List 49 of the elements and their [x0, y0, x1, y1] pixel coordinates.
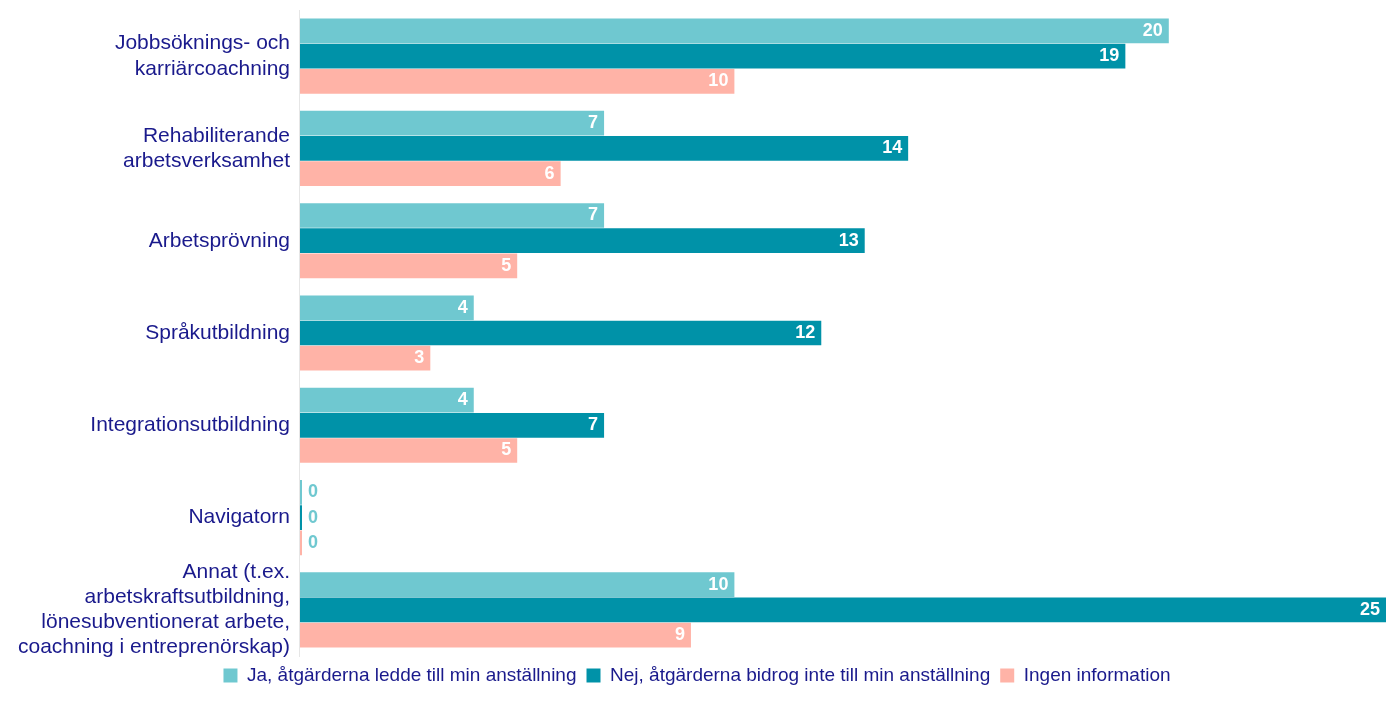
bar — [300, 438, 518, 463]
bar — [300, 18, 1169, 44]
data-label: 7 — [588, 112, 599, 133]
data-label: 10 — [708, 573, 729, 594]
data-label: 14 — [882, 137, 903, 158]
data-label: 0 — [308, 531, 319, 552]
bar — [300, 572, 735, 597]
legend-label: Ja, åtgärderna ledde till min anställning — [246, 663, 577, 685]
bar — [300, 345, 431, 371]
data-label: 12 — [795, 321, 816, 342]
bar — [300, 161, 561, 187]
bar — [300, 136, 909, 161]
bar — [300, 69, 735, 94]
bar — [300, 412, 605, 438]
bar — [300, 320, 822, 346]
bar — [300, 43, 1126, 69]
bar — [300, 622, 691, 648]
bar — [300, 203, 605, 228]
y-tick-label: Språkutbildning — [145, 319, 290, 343]
legend-label: Ingen information — [1023, 663, 1171, 685]
y-tick-label: Integrationsutbildning — [90, 412, 290, 436]
data-label: 3 — [414, 347, 425, 368]
data-label: 13 — [838, 229, 859, 250]
data-label: 5 — [501, 254, 512, 275]
data-label: 0 — [308, 481, 319, 502]
bar — [300, 228, 865, 254]
data-label: 4 — [457, 389, 468, 410]
y-tick-label: Annat (t.ex. arbetskraftsutbildning, lönesubventionerat arbete, coachning i entreprenörskap) — [18, 558, 290, 658]
bar — [300, 253, 518, 279]
y-tick-label: Rehabiliterande arbetsverksamhet — [123, 122, 291, 171]
data-label: 7 — [588, 204, 599, 225]
bar — [300, 387, 474, 413]
y-tick-label: Arbetsprövning — [148, 227, 290, 251]
data-label: 5 — [501, 439, 512, 460]
bar — [300, 597, 1386, 623]
data-label: 10 — [708, 70, 729, 91]
y-tick-label: Jobbsöknings- och karriärcoachning — [114, 30, 290, 79]
data-label: 25 — [1359, 598, 1380, 619]
y-tick-label: Navigatorn — [188, 504, 290, 528]
data-label: 20 — [1142, 19, 1163, 40]
bar — [300, 110, 605, 136]
legend-label: Nej, åtgärderna bidrog inte till min anställning — [610, 663, 991, 685]
data-label: 4 — [457, 296, 468, 317]
bar — [300, 295, 474, 321]
data-label: 0 — [308, 506, 319, 527]
data-label: 19 — [1099, 45, 1120, 66]
data-label: 7 — [588, 414, 599, 435]
data-label: 6 — [544, 162, 555, 183]
data-label: 9 — [674, 624, 685, 645]
